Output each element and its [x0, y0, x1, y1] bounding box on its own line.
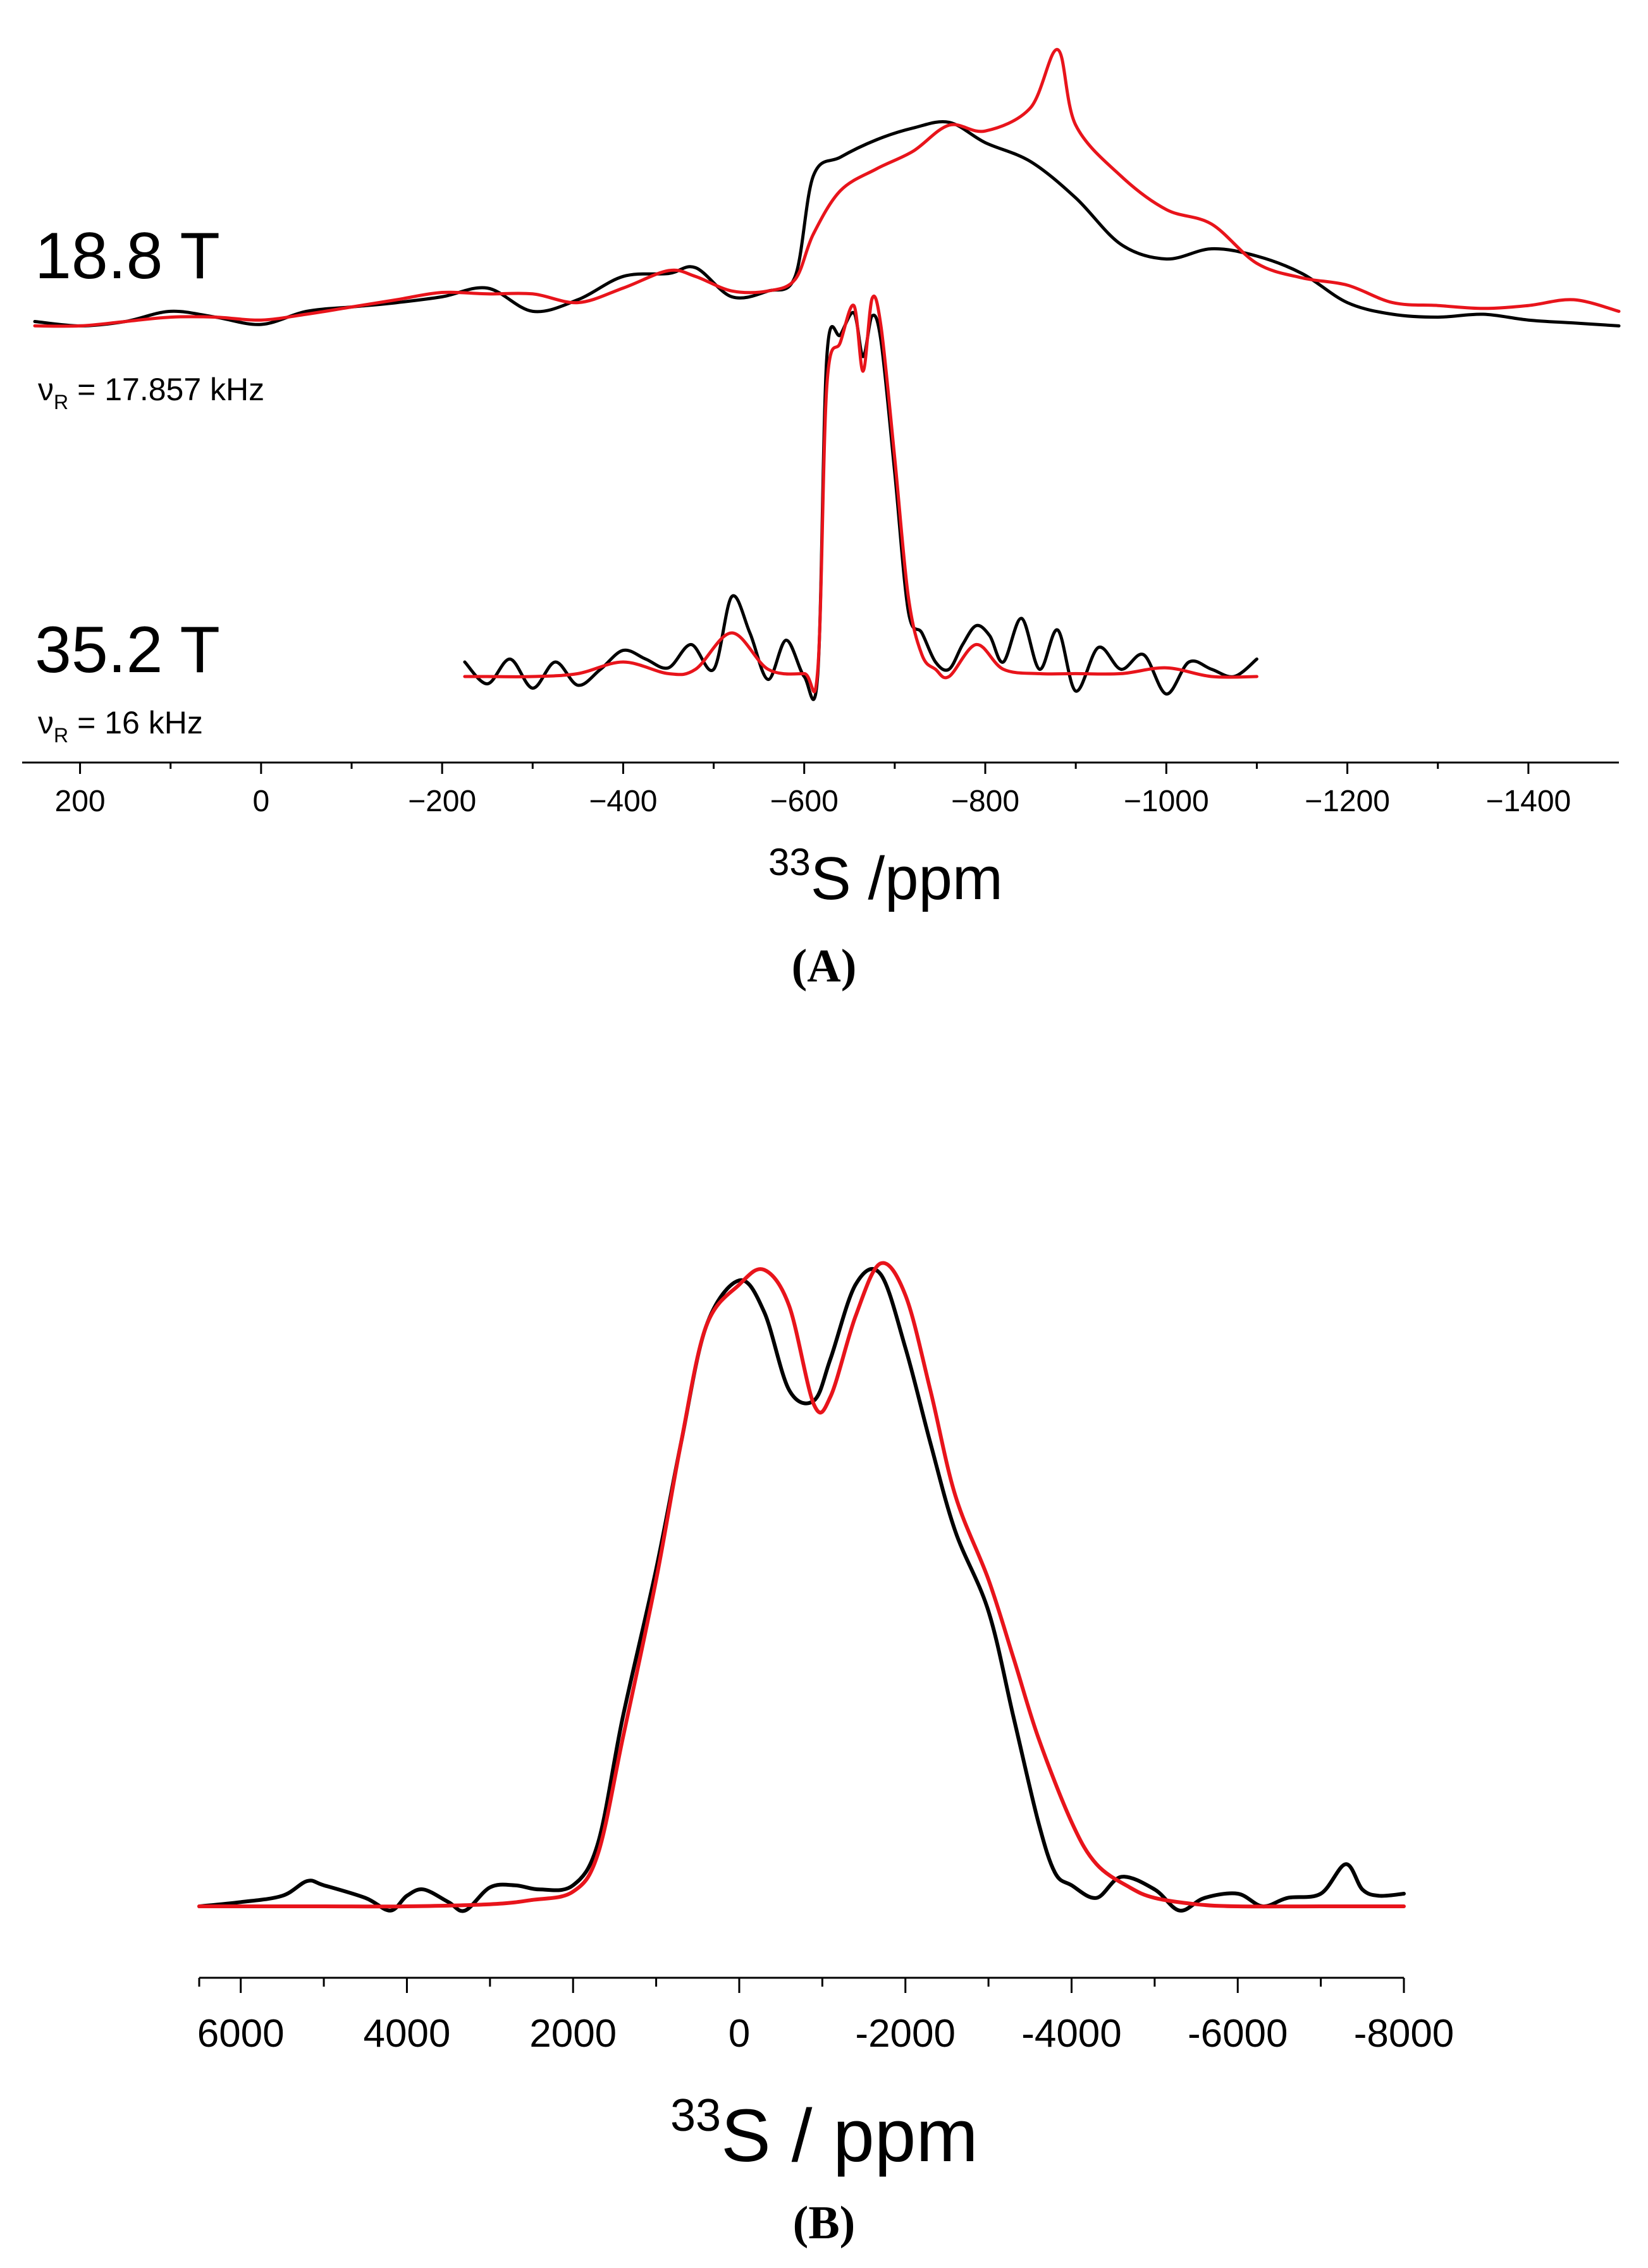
panel-b-x-axis-label: 33S / ppm [670, 2090, 978, 2178]
panel-b-tick-label: 2000 [529, 2012, 617, 2056]
spinning-rate-35-2t: νR = 16 kHz [38, 705, 203, 747]
spinning-rate-18-8t: νR = 17.857 kHz [38, 372, 264, 414]
field-label-35-2t: 35.2 T [35, 613, 220, 687]
panel-b-simulated-line [197, 1261, 1406, 1909]
panel-a-trace-1-simulated-line [33, 47, 1621, 328]
panel-a-trace-1-experimental-line [33, 120, 1621, 328]
panel-a-tick-label: −400 [589, 785, 657, 818]
panel-a-tick-label: −800 [951, 785, 1019, 818]
panel-a-label: (A) [792, 940, 857, 992]
panel-a-tick-label: 0 [253, 785, 270, 818]
panel-a-trace-2-simulated-line [463, 294, 1258, 694]
panel-a-tick-label: −1200 [1305, 785, 1390, 818]
panel-b-tick-label: 0 [729, 2012, 750, 2056]
panel-b-tick-label: 4000 [363, 2012, 450, 2056]
panel-a-traces [33, 47, 1621, 701]
panel-b-tick-label: 6000 [197, 2012, 285, 2056]
panel-b-label: (B) [793, 2197, 856, 2249]
panel-a-x-axis-label: 33S /ppm [768, 841, 1003, 912]
panel-a-trace-2-experimental-line [463, 310, 1258, 701]
field-label-18-8t: 18.8 T [35, 219, 220, 293]
panel-b-tick-label: -4000 [1021, 2012, 1122, 2056]
panel-b-x-ticks: 6000 4000 2000 0 -2000 -4000 -6000 -8000 [197, 1978, 1454, 2056]
panel-a-tick-label: −200 [408, 785, 476, 818]
panel-b-tick-label: -6000 [1188, 2012, 1288, 2056]
panel-a-tick-label: 200 [55, 785, 106, 818]
panel-b-experimental-line [197, 1267, 1406, 1913]
panel-b-tick-label: -2000 [855, 2012, 956, 2056]
panel-a-tick-label: −1000 [1124, 785, 1209, 818]
panel-a: 18.8 T νR = 17.857 kHz 35.2 T νR = 16 kHz … [22, 47, 1621, 992]
panel-a-tick-label: −600 [770, 785, 839, 818]
panel-b-traces [197, 1261, 1406, 1913]
panel-b: 6000 4000 2000 0 -2000 -4000 -6000 -8000 33S / … [197, 1261, 1454, 2249]
panel-a-tick-label: −1400 [1485, 785, 1571, 818]
panel-a-x-ticks: 200 0 −200 −400 −600 −800 −1000 −1200 −1400 [55, 763, 1571, 818]
panel-b-tick-label: -8000 [1354, 2012, 1454, 2056]
